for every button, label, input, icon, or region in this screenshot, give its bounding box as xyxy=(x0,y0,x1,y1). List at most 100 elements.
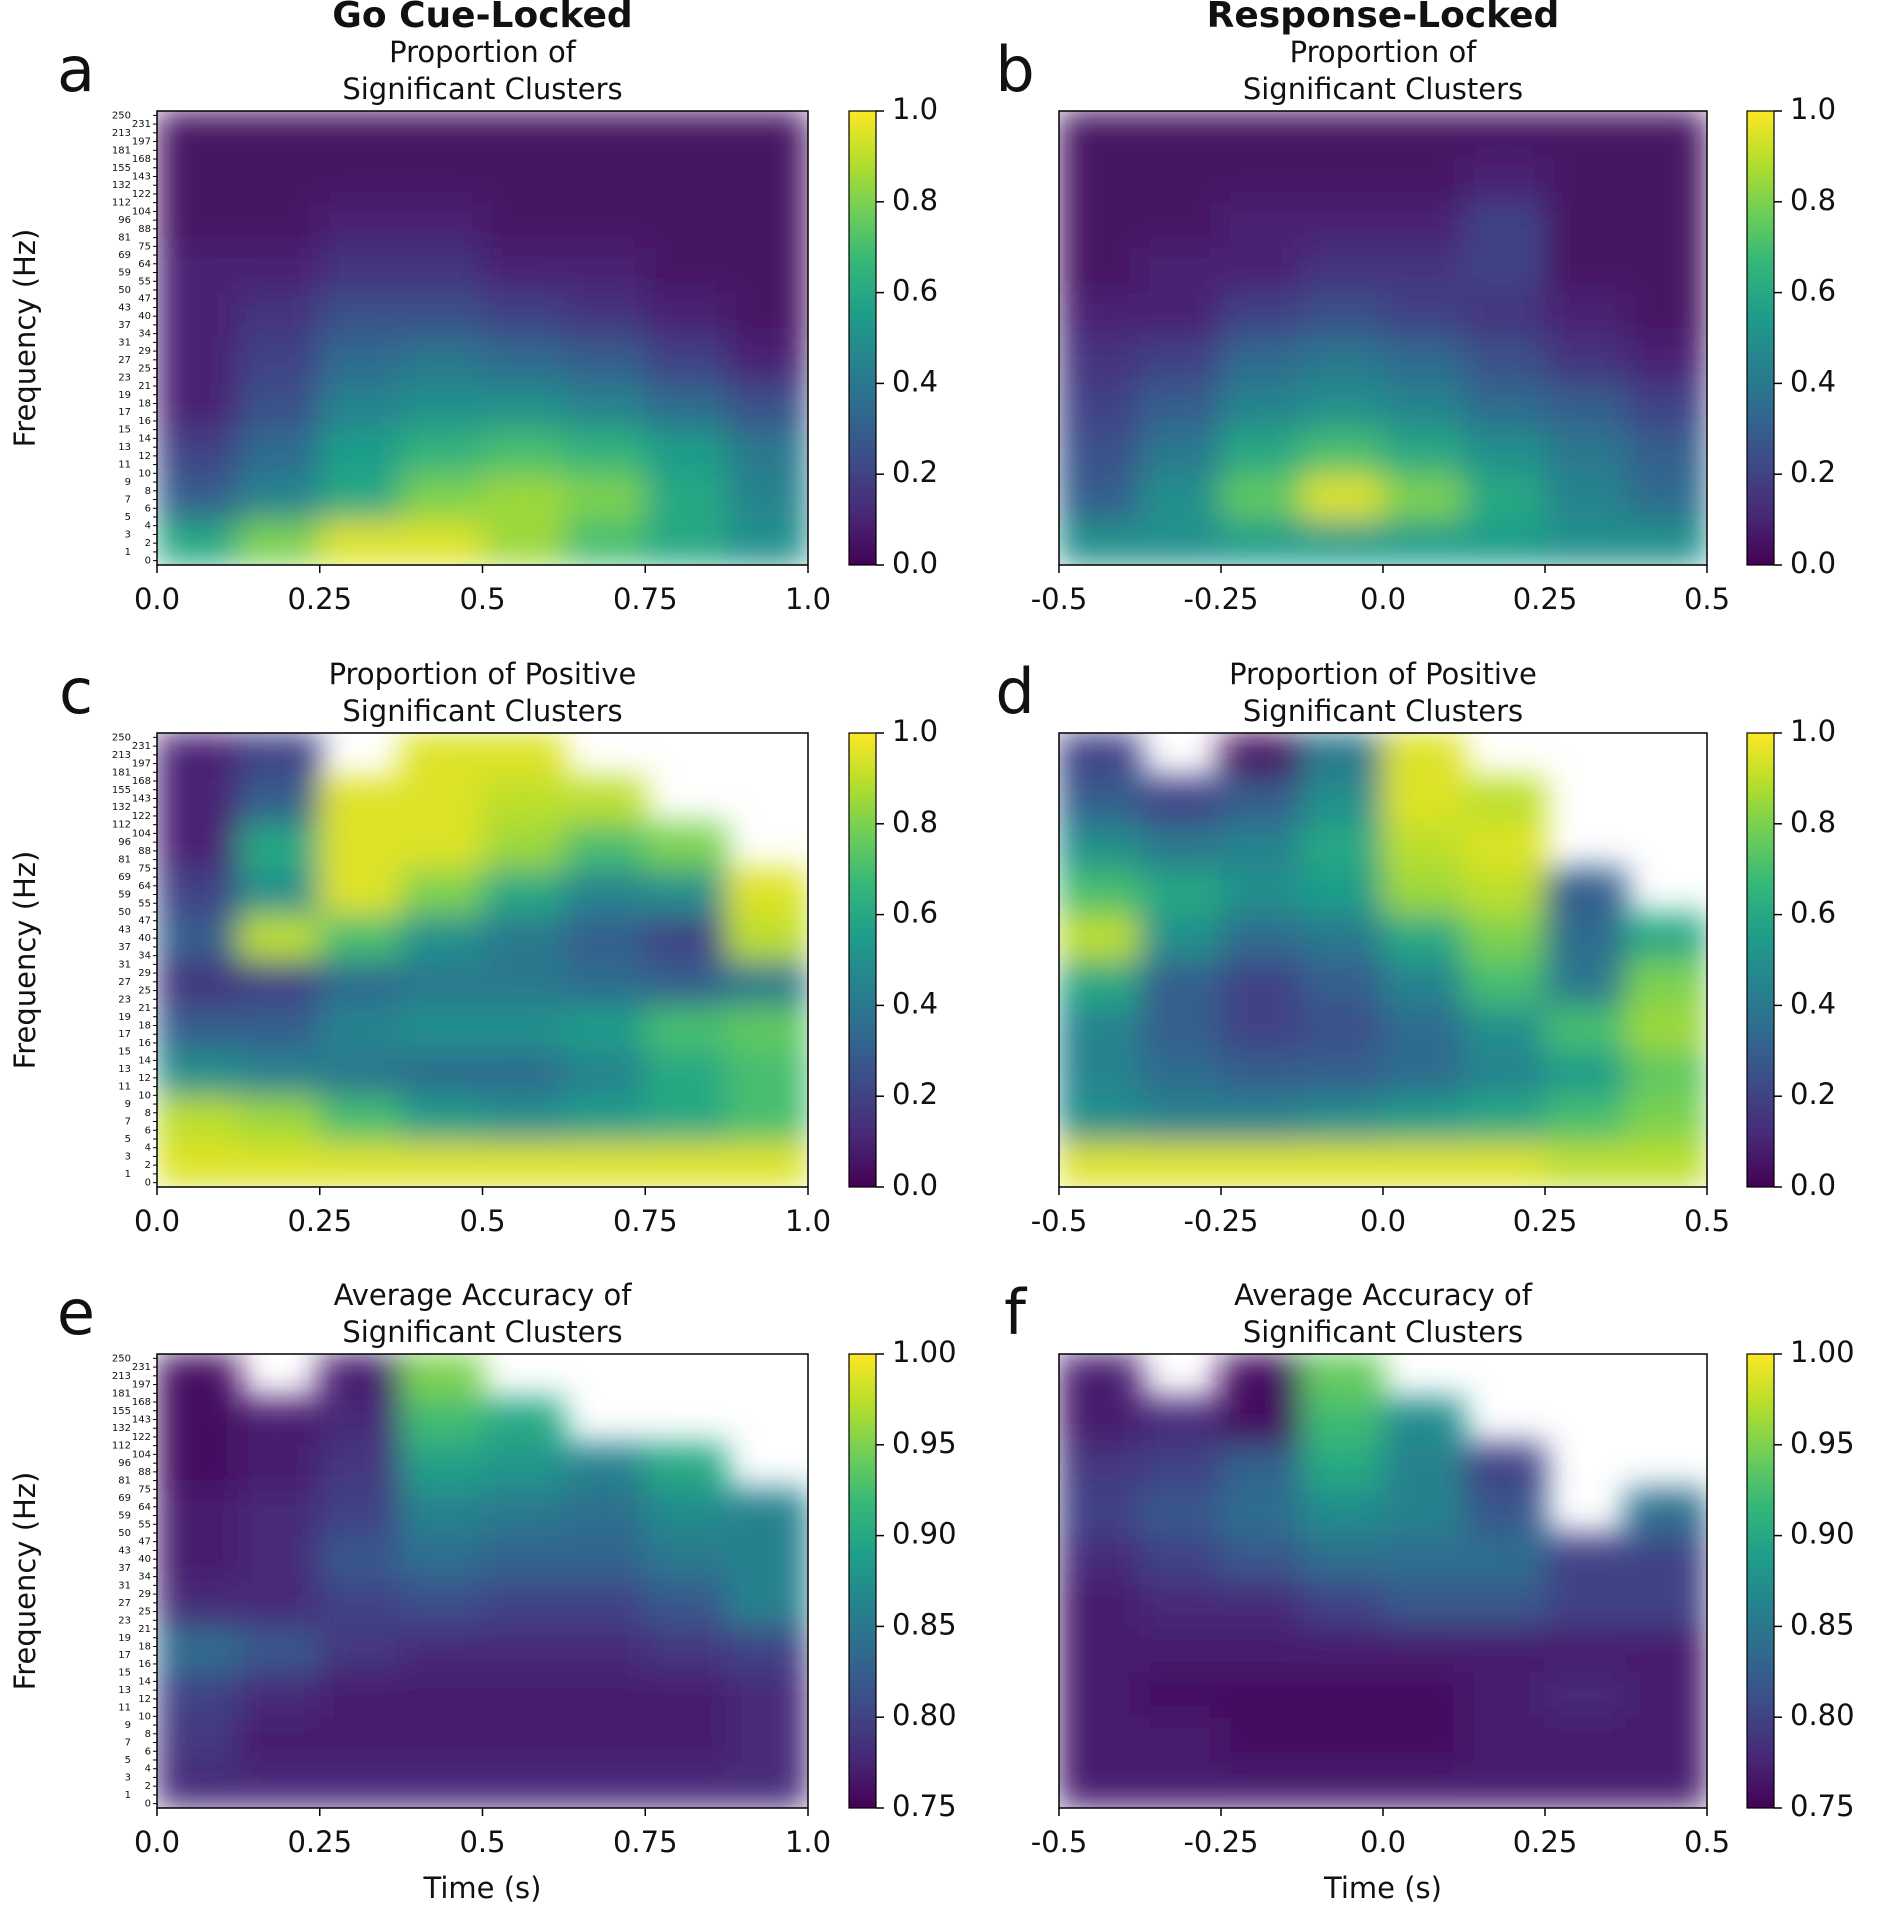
colorbar-tick-label: 1.0 xyxy=(892,714,938,748)
heat-cell xyxy=(482,292,565,339)
heat-cell xyxy=(482,914,565,961)
heat-cell xyxy=(1139,428,1222,475)
heat-cell xyxy=(237,914,321,961)
y-tick-label: 12 xyxy=(138,1073,151,1084)
heat-cell xyxy=(1463,1762,1546,1808)
heat-cell xyxy=(1139,868,1222,916)
heat-cell xyxy=(644,1444,728,1491)
heat-cell xyxy=(482,1050,565,1097)
heat-cell xyxy=(1220,337,1303,384)
heat-cell xyxy=(400,1489,483,1537)
heat-cell xyxy=(482,1444,565,1491)
heat-cell xyxy=(563,1050,646,1097)
heat-cell xyxy=(1301,959,1384,1006)
panel-letter: f xyxy=(1004,1276,1028,1349)
panel-title: Significant Clusters xyxy=(342,694,622,728)
y-tick-label: 4 xyxy=(145,521,151,532)
heat-cell xyxy=(644,914,728,961)
colorbar-tick-label: 0.4 xyxy=(1790,364,1836,398)
heat-cell xyxy=(1544,382,1627,430)
heat-cell xyxy=(1463,1716,1546,1764)
y-tick-label: 3 xyxy=(125,1151,131,1162)
panel-title: Average Accuracy of xyxy=(334,1278,633,1312)
y-tick-label: 7 xyxy=(125,1738,131,1749)
heat-cell xyxy=(1463,1004,1546,1052)
heat-cell xyxy=(1544,519,1627,565)
heat-cell xyxy=(157,1580,239,1627)
heat-cell xyxy=(1463,914,1546,961)
y-tick-label: 2 xyxy=(145,538,151,549)
y-tick-label: 15 xyxy=(118,1668,131,1679)
heat-cell xyxy=(1220,1489,1303,1537)
heat-cell xyxy=(1220,914,1303,961)
heat-cell xyxy=(157,155,239,203)
y-tick-label: 12 xyxy=(138,451,151,462)
heat-cell xyxy=(1382,1671,1465,1718)
heat-cell xyxy=(400,201,483,248)
heat-cell xyxy=(726,382,808,430)
heat-cell xyxy=(1301,1141,1384,1187)
heat-cell xyxy=(319,337,402,384)
heat-cell xyxy=(1625,473,1707,521)
y-tick-label: 21 xyxy=(138,1003,151,1014)
heat-cell xyxy=(1059,337,1141,384)
panel-title: Proportion of Positive xyxy=(1229,657,1537,691)
heat-cell xyxy=(726,1762,808,1808)
heat-cell xyxy=(1301,246,1384,294)
heat-cell xyxy=(482,1671,565,1718)
heat-cell xyxy=(237,733,321,779)
heat-cell xyxy=(563,777,646,825)
heat-cell xyxy=(319,1580,402,1627)
heat-cell xyxy=(644,382,728,430)
heat-cell xyxy=(157,959,239,1006)
heat-cell xyxy=(237,473,321,521)
heat-cell xyxy=(1625,1716,1707,1764)
heat-cell xyxy=(1625,111,1707,157)
y-tick-label: 250 xyxy=(112,1353,131,1364)
y-tick-label: 88 xyxy=(138,846,151,857)
heat-cell xyxy=(563,1095,646,1143)
heat-cell xyxy=(482,428,565,475)
heat-cell xyxy=(237,519,321,565)
y-tick-label: 59 xyxy=(118,1511,131,1522)
y-axis-label: Frequency (Hz) xyxy=(8,1472,42,1691)
heat-cell xyxy=(482,1141,565,1187)
heat-cell xyxy=(1301,1762,1384,1808)
heat-cell xyxy=(482,733,565,779)
heat-cell xyxy=(1382,733,1465,779)
heat-cell xyxy=(237,1444,321,1491)
y-tick-label: 122 xyxy=(132,189,151,200)
heat-cell xyxy=(726,428,808,475)
heat-cell xyxy=(1625,519,1707,565)
y-tick-label: 19 xyxy=(118,390,131,401)
colorbar-tick-label: 0.0 xyxy=(892,546,938,580)
heat-cell xyxy=(1220,1354,1303,1400)
heat-cell xyxy=(1382,914,1465,961)
colorbar-tick-label: 0.85 xyxy=(1790,1607,1855,1641)
heat-cell xyxy=(1059,1762,1141,1808)
x-tick-label: 0.25 xyxy=(287,1825,352,1859)
heat-cell xyxy=(237,823,321,870)
heat-cell xyxy=(1301,733,1384,779)
heat-cell xyxy=(563,337,646,384)
heat-cell xyxy=(1625,292,1707,339)
heat-cell xyxy=(644,519,728,565)
heat-cell xyxy=(1059,1716,1141,1764)
y-tick-label: 13 xyxy=(118,442,131,453)
heat-cell xyxy=(1382,428,1465,475)
heat-cell xyxy=(1382,1398,1465,1446)
heat-cell xyxy=(1301,519,1384,565)
heat-cell xyxy=(1059,1535,1141,1582)
heat-cell xyxy=(319,1004,402,1052)
y-tick-label: 18 xyxy=(138,398,151,409)
y-tick-label: 231 xyxy=(132,1362,151,1373)
colorbar-tick-label: 0.85 xyxy=(892,1607,957,1641)
y-tick-label: 50 xyxy=(118,285,131,296)
y-tick-label: 181 xyxy=(112,145,131,156)
heat-cell xyxy=(1382,337,1465,384)
y-tick-label: 155 xyxy=(112,163,131,174)
heat-cell xyxy=(319,1625,402,1673)
heat-cell xyxy=(726,519,808,565)
y-tick-label: 37 xyxy=(118,1563,131,1574)
heat-cell xyxy=(1544,1141,1627,1187)
